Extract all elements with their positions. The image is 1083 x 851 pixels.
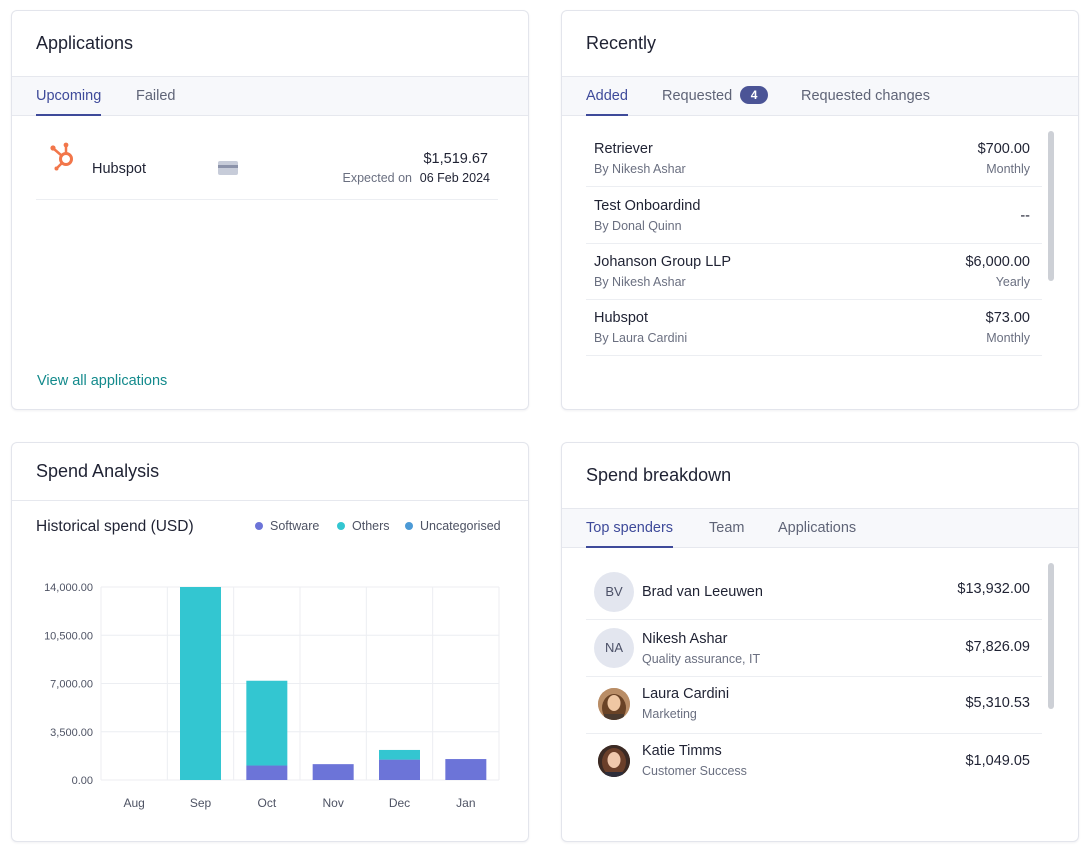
expected-label: Expected on: [342, 171, 413, 185]
legend-software[interactable]: Software: [255, 519, 319, 533]
spender-name: Nikesh Ashar: [642, 631, 728, 647]
tab-applications[interactable]: Applications: [778, 520, 857, 536]
application-name: Hubspot: [92, 161, 147, 177]
tab-added[interactable]: Added: [586, 77, 628, 116]
item-name: Hubspot: [594, 310, 649, 326]
avatar: NA: [594, 628, 634, 668]
item-amount: $700.00: [977, 141, 1030, 157]
legend-others[interactable]: Others: [337, 519, 390, 533]
avatar-photo: [598, 688, 630, 720]
legend-label: Software: [270, 519, 320, 533]
applications-tabs: Upcoming Failed: [12, 76, 528, 116]
recently-tabs: Added Requested 4 Requested changes: [562, 76, 1078, 116]
list-item[interactable]: Katie Timms Customer Success $1,049.05: [586, 734, 1042, 791]
item-frequency: Monthly: [986, 162, 1030, 176]
item-author: By Nikesh Ashar: [594, 162, 686, 176]
expected-date: 06 Feb 2024: [419, 171, 490, 185]
item-frequency: Yearly: [995, 275, 1030, 289]
view-all-applications-link[interactable]: View all applications: [37, 373, 168, 389]
tab-failed[interactable]: Failed: [136, 88, 176, 104]
application-amount: $1,519.67: [423, 151, 488, 167]
chart-subtitle: Historical spend (USD): [36, 518, 194, 535]
recently-scrollbar[interactable]: [1048, 131, 1054, 281]
legend-dot: [405, 522, 413, 530]
list-item[interactable]: Laura Cardini Marketing $5,310.53: [586, 677, 1042, 734]
applications-card: Applications Upcoming Failed Hubspot $1,…: [11, 10, 529, 410]
list-item[interactable]: Hubspot By Laura Cardini $73.00 Monthly: [586, 300, 1042, 356]
spend-analysis-title: Spend Analysis: [36, 461, 160, 481]
spender-amount: $7,826.09: [965, 639, 1030, 655]
item-amount: $73.00: [985, 310, 1030, 326]
item-name: Test Onboardind: [594, 198, 701, 214]
item-frequency: Monthly: [986, 331, 1030, 345]
recently-card: Recently Added Requested 4 Requested chan…: [561, 10, 1079, 410]
item-author: By Nikesh Ashar: [594, 275, 686, 289]
spend-breakdown-tabs: Top spenders Team Applications: [562, 508, 1078, 548]
credit-card-icon: [218, 161, 238, 175]
spender-role: Quality assurance, IT: [642, 652, 761, 666]
spender-name: Laura Cardini: [642, 686, 730, 702]
hubspot-logo-icon: [48, 141, 78, 171]
tab-requested-changes[interactable]: Requested changes: [801, 88, 930, 104]
legend-uncategorised[interactable]: Uncategorised: [405, 519, 501, 533]
list-item[interactable]: Johanson Group LLP By Nikesh Ashar $6,00…: [586, 244, 1042, 300]
legend-label: Others: [352, 519, 390, 533]
spender-name: Brad van Leeuwen: [642, 584, 763, 600]
spender-role: Marketing: [642, 707, 697, 721]
avatar: BV: [594, 572, 634, 612]
spender-amount: $13,932.00: [957, 581, 1030, 597]
avatar-photo: [598, 745, 630, 777]
spender-amount: $5,310.53: [965, 695, 1030, 711]
legend-dot: [255, 522, 263, 530]
applications-title: Applications: [36, 33, 134, 53]
spend-breakdown-title: Spend breakdown: [586, 465, 732, 485]
spend-breakdown-card: Spend breakdown Top spenders Team Applic…: [561, 442, 1079, 842]
requested-count-badge: 4: [740, 86, 769, 104]
spender-amount: $1,049.05: [965, 753, 1030, 769]
list-item[interactable]: Test Onboardind By Donal Quinn --: [586, 188, 1042, 244]
item-author: By Laura Cardini: [594, 331, 688, 345]
legend-dot: [337, 522, 345, 530]
item-name: Retriever: [594, 141, 653, 157]
application-row[interactable]: Hubspot $1,519.67 Expected on 06 Feb 202…: [36, 127, 498, 200]
list-item[interactable]: BV Brad van Leeuwen $13,932.00: [586, 563, 1042, 620]
item-amount: $6,000.00: [965, 254, 1030, 270]
spend-analysis-card: Spend Analysis Historical spend (USD): [11, 442, 529, 842]
tab-top-spenders[interactable]: Top spenders: [586, 509, 674, 548]
tab-upcoming[interactable]: Upcoming: [36, 77, 102, 116]
divider: [12, 500, 528, 501]
list-item[interactable]: Retriever By Nikesh Ashar $700.00 Monthl…: [586, 131, 1042, 187]
tab-requested-label: Requested: [662, 88, 733, 104]
item-name: Johanson Group LLP: [594, 254, 732, 270]
list-item[interactable]: NA Nikesh Ashar Quality assurance, IT $7…: [586, 620, 1042, 677]
item-amount: --: [1020, 208, 1030, 224]
tab-team[interactable]: Team: [709, 520, 745, 536]
legend-label: Uncategorised: [420, 519, 501, 533]
spender-role: Customer Success: [642, 764, 747, 778]
spender-name: Katie Timms: [642, 743, 722, 759]
spend-breakdown-scrollbar[interactable]: [1048, 563, 1054, 709]
item-author: By Donal Quinn: [594, 219, 682, 233]
recently-title: Recently: [586, 33, 657, 53]
tab-requested[interactable]: Requested 4: [662, 77, 769, 116]
